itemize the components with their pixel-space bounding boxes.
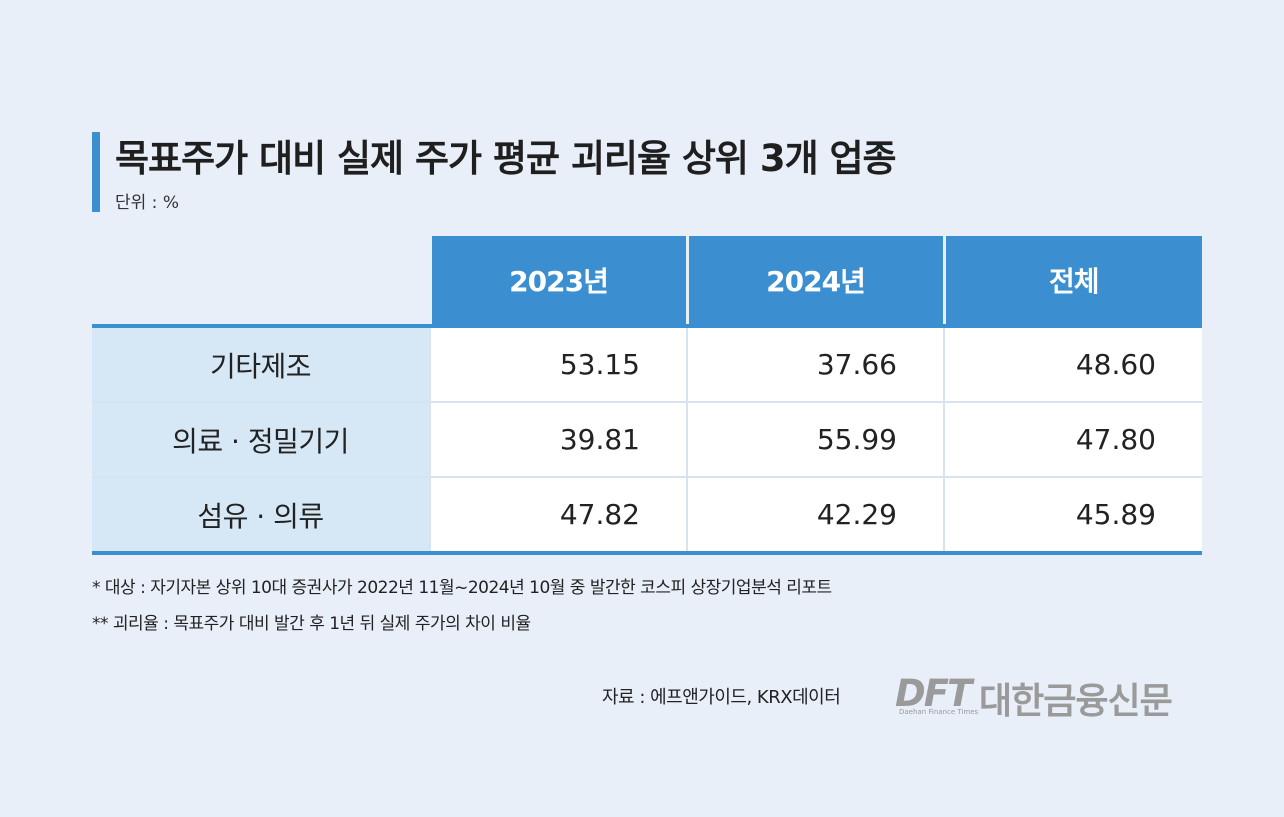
row-category: 섬유 · 의류 [92,477,430,555]
footnote-target: * 대상 : 자기자본 상위 10대 증권사가 2022년 11월~2024년 … [92,578,832,598]
logo-subtitle: Daehan Finance Times [899,708,979,716]
title-accent-bar [92,132,100,212]
chart-title: 목표주가 대비 실제 주가 평균 괴리율 상위 3개 업종 [115,137,897,180]
header-blank-cell [92,236,430,326]
table-row: 기타제조 53.15 37.66 48.60 [92,324,1202,403]
cell-value: 42.29 [686,477,944,555]
cell-value: 45.89 [943,477,1202,555]
cell-value: 53.15 [429,324,687,403]
unit-label: 단위 : % [115,193,179,213]
column-header-total: 전체 [942,236,1202,326]
cell-value: 47.82 [429,477,687,555]
cell-value: 39.81 [429,402,687,478]
column-header-2024: 2024년 [685,236,944,326]
publisher-logo: DFT 대한금융신문 Daehan Finance Times [895,672,1205,722]
data-table: 2023년 2024년 전체 기타제조 53.15 37.66 48.60 의료… [92,236,1202,555]
logo-name: 대한금융신문 [979,681,1173,722]
logo-mark: DFT [895,672,972,715]
cell-value: 47.80 [943,402,1202,478]
cell-value: 48.60 [943,324,1202,403]
table-row: 의료 · 정밀기기 39.81 55.99 47.80 [92,402,1202,478]
column-header-2023: 2023년 [428,236,687,326]
cell-value: 55.99 [686,402,944,478]
header-row: 2023년 2024년 전체 [92,236,1202,326]
cell-value: 37.66 [686,324,944,403]
table-row: 섬유 · 의류 47.82 42.29 45.89 [92,477,1202,555]
row-category: 기타제조 [92,324,430,403]
footnote-deviation: ** 괴리율 : 목표주가 대비 발간 후 1년 뒤 실제 주가의 차이 비율 [92,614,531,634]
source-credit: 자료 : 에프앤가이드, KRX데이터 [602,687,841,708]
row-category: 의료 · 정밀기기 [92,402,430,478]
